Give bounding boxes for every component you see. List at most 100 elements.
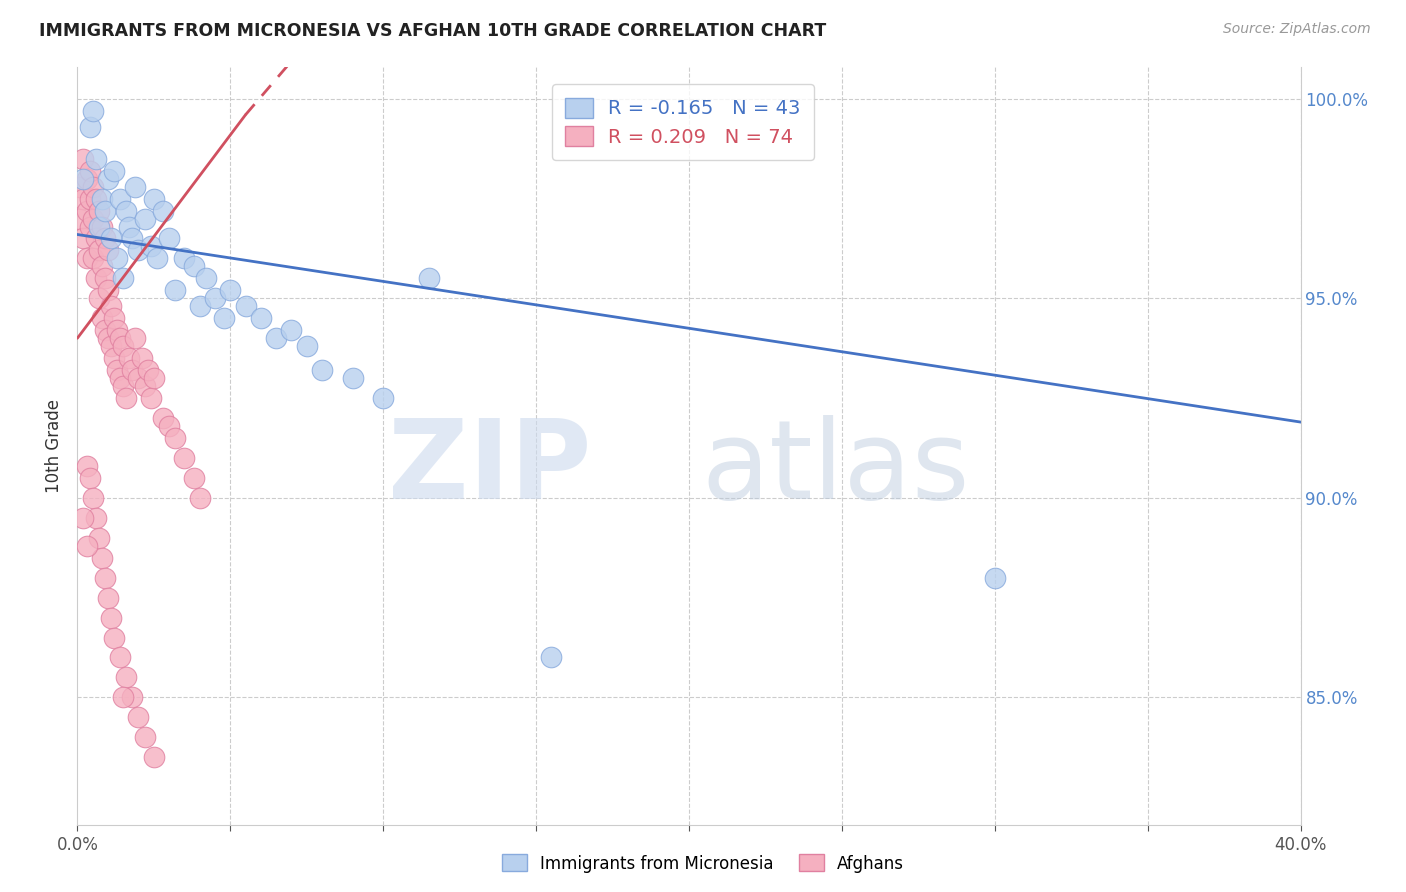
- Point: [173, 450, 195, 465]
- Point: [212, 311, 235, 326]
- Point: [134, 211, 156, 226]
- Point: [82, 252, 104, 266]
- Point: [76, 539, 98, 553]
- Point: [87, 203, 110, 218]
- Point: [121, 690, 143, 705]
- Point: [418, 271, 440, 285]
- Point: [82, 179, 104, 194]
- Point: [94, 231, 117, 245]
- Point: [90, 260, 112, 274]
- Point: [183, 260, 205, 274]
- Point: [87, 291, 110, 305]
- Point: [194, 271, 217, 285]
- Point: [84, 511, 107, 525]
- Point: [108, 650, 131, 665]
- Point: [152, 203, 174, 218]
- Point: [82, 103, 104, 118]
- Point: [105, 363, 128, 377]
- Point: [103, 351, 125, 366]
- Point: [108, 331, 131, 345]
- Point: [90, 219, 112, 234]
- Point: [142, 192, 165, 206]
- Point: [84, 192, 107, 206]
- Point: [142, 750, 165, 764]
- Point: [90, 192, 112, 206]
- Point: [540, 650, 562, 665]
- Legend: R = -0.165   N = 43, R = 0.209   N = 74: R = -0.165 N = 43, R = 0.209 N = 74: [553, 84, 814, 161]
- Point: [90, 311, 112, 326]
- Point: [342, 371, 364, 385]
- Text: atlas: atlas: [702, 416, 970, 522]
- Point: [100, 339, 122, 353]
- Point: [103, 163, 125, 178]
- Point: [69, 211, 91, 226]
- Point: [103, 631, 125, 645]
- Point: [124, 179, 146, 194]
- Point: [139, 239, 162, 253]
- Point: [72, 192, 94, 206]
- Point: [121, 231, 143, 245]
- Point: [118, 351, 141, 366]
- Point: [103, 311, 125, 326]
- Point: [76, 203, 98, 218]
- Point: [97, 331, 120, 345]
- Point: [165, 431, 187, 445]
- Point: [115, 670, 138, 684]
- Point: [94, 271, 117, 285]
- Point: [100, 299, 122, 313]
- Point: [82, 211, 104, 226]
- Point: [118, 219, 141, 234]
- Point: [311, 363, 333, 377]
- Text: IMMIGRANTS FROM MICRONESIA VS AFGHAN 10TH GRADE CORRELATION CHART: IMMIGRANTS FROM MICRONESIA VS AFGHAN 10T…: [39, 22, 827, 40]
- Point: [157, 231, 180, 245]
- Point: [115, 203, 138, 218]
- Point: [157, 419, 180, 434]
- Point: [87, 531, 110, 545]
- Point: [139, 391, 162, 405]
- Point: [79, 219, 101, 234]
- Point: [121, 363, 143, 377]
- Point: [100, 231, 122, 245]
- Point: [264, 331, 287, 345]
- Point: [97, 284, 120, 298]
- Point: [127, 244, 149, 258]
- Point: [142, 371, 165, 385]
- Y-axis label: 10th Grade: 10th Grade: [45, 399, 63, 493]
- Point: [84, 271, 107, 285]
- Point: [371, 391, 394, 405]
- Point: [108, 371, 131, 385]
- Point: [112, 271, 135, 285]
- Point: [72, 511, 94, 525]
- Point: [84, 152, 107, 166]
- Point: [94, 203, 117, 218]
- Point: [984, 571, 1007, 585]
- Point: [134, 731, 156, 745]
- Point: [235, 299, 257, 313]
- Point: [108, 192, 131, 206]
- Point: [250, 311, 273, 326]
- Point: [79, 120, 101, 134]
- Legend: Immigrants from Micronesia, Afghans: Immigrants from Micronesia, Afghans: [495, 847, 911, 880]
- Point: [115, 391, 138, 405]
- Point: [134, 379, 156, 393]
- Point: [124, 331, 146, 345]
- Point: [69, 179, 91, 194]
- Point: [79, 163, 101, 178]
- Point: [97, 171, 120, 186]
- Point: [76, 252, 98, 266]
- Point: [183, 471, 205, 485]
- Point: [165, 284, 187, 298]
- Point: [90, 550, 112, 565]
- Point: [72, 152, 94, 166]
- Point: [72, 171, 94, 186]
- Text: Source: ZipAtlas.com: Source: ZipAtlas.com: [1223, 22, 1371, 37]
- Point: [112, 379, 135, 393]
- Point: [97, 591, 120, 605]
- Point: [94, 571, 117, 585]
- Point: [72, 231, 94, 245]
- Point: [87, 244, 110, 258]
- Point: [152, 411, 174, 425]
- Point: [219, 284, 242, 298]
- Point: [146, 252, 169, 266]
- Point: [204, 291, 226, 305]
